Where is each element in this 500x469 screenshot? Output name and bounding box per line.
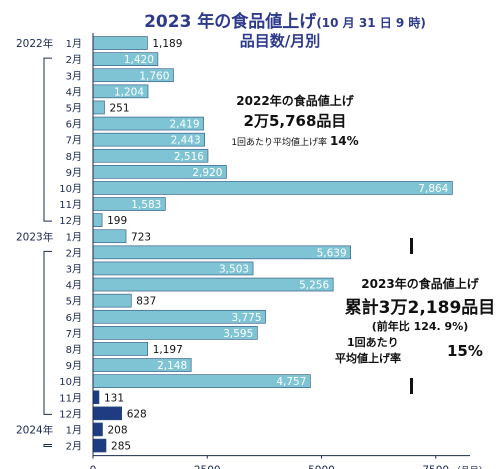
- bar-value-label: 4,757: [276, 376, 306, 388]
- bar-value-label: 199: [107, 215, 127, 227]
- bar: [92, 422, 103, 437]
- bar: [92, 213, 103, 227]
- month-label: 9月: [66, 167, 82, 179]
- month-label: 9月: [66, 360, 82, 372]
- bar-value-label: 131: [104, 392, 124, 404]
- bar-value-label: 1,420: [124, 54, 154, 66]
- annotation-2022-avg-value: 14%: [329, 134, 359, 148]
- bar-value-label: 1,189: [152, 38, 182, 50]
- bar: [92, 342, 148, 356]
- bar-value-label: 1,204: [114, 86, 144, 98]
- month-label: 1月: [66, 231, 82, 243]
- bar-value-label: 723: [131, 231, 151, 243]
- x-tick-label: 2500: [194, 465, 221, 469]
- month-label: 8月: [66, 151, 82, 163]
- month-label: 12月: [59, 215, 82, 227]
- bar-value-label: 2,920: [192, 167, 222, 179]
- month-label: 5月: [66, 296, 82, 308]
- bar-value-label: 3,595: [223, 328, 253, 340]
- x-tick-label: 5000: [308, 465, 335, 469]
- chart-title-main: 2023 年の食品値上げ: [144, 12, 317, 32]
- bar: [92, 36, 148, 50]
- month-label: 5月: [66, 102, 82, 114]
- bar: [92, 100, 105, 115]
- annotation-2023-yoy: (前年比 124. 9%): [371, 320, 469, 333]
- month-label: 10月: [59, 376, 82, 388]
- year-label: 2023年: [16, 230, 53, 243]
- year-bracket: [43, 250, 52, 415]
- bar: [92, 390, 100, 405]
- month-label: 1月: [66, 424, 82, 436]
- chart-title: 2023 年の食品値上げ(10 月 31 日 9 時): [120, 7, 450, 32]
- bar: [92, 229, 127, 244]
- bar-value-label: 3,775: [231, 312, 261, 324]
- month-label: 7月: [66, 135, 82, 147]
- year-label: 2024年: [16, 423, 53, 436]
- month-label: 4月: [66, 280, 82, 292]
- chart-title-sub: (10 月 31 日 9 時): [316, 16, 426, 30]
- bar-value-label: 7,864: [418, 183, 448, 195]
- bar-value-label: 837: [136, 296, 156, 308]
- bar-value-label: 208: [108, 424, 128, 436]
- month-label: 2月: [66, 54, 82, 66]
- month-label: 2月: [66, 247, 82, 259]
- x-axis-unit: （品目）: [452, 466, 488, 469]
- month-label: 7月: [66, 328, 82, 340]
- month-label: 6月: [66, 312, 82, 324]
- annotation-2022-avg: 1回あたり平均値上げ率 14%: [215, 134, 375, 148]
- bar-value-label: 5,639: [317, 247, 347, 259]
- month-label: 4月: [66, 86, 82, 98]
- bar-value-label: 1,583: [131, 199, 161, 211]
- bar-value-label: 285: [111, 441, 131, 453]
- month-label: 3月: [66, 70, 82, 82]
- annotation-2023-avg: 1回あたり 平均値上げ率 15%: [335, 334, 485, 366]
- bar: [92, 181, 453, 195]
- bar: [92, 406, 122, 421]
- annotation-2022-avg-label: 1回あたり平均値上げ率: [231, 138, 328, 148]
- month-label: 1月: [66, 38, 82, 50]
- annotation-2023-avg-label-2: 平均値上げ率: [335, 352, 401, 365]
- month-label: 3月: [66, 263, 82, 275]
- x-tick-label: 7500: [422, 465, 449, 469]
- month-label: 11月: [59, 199, 82, 211]
- year-bracket: [43, 444, 52, 448]
- year-label: 2022年: [16, 37, 53, 50]
- annotation-2022-value: 2万5,768品目: [243, 112, 347, 130]
- bar-value-label: 1,197: [153, 344, 183, 356]
- bar-value-label: 2,443: [171, 135, 201, 147]
- bar: [92, 293, 132, 308]
- bar: [92, 245, 351, 260]
- annotation-2023-value: 累計3万2,189品目: [344, 298, 496, 318]
- bar: [92, 438, 107, 453]
- marker-bottom: [410, 378, 413, 394]
- bar-value-label: 3,503: [219, 263, 249, 275]
- bar-value-label: 2,516: [174, 151, 204, 163]
- annotation-2022-title: 2022年の食品値上げ: [236, 94, 354, 108]
- bar-value-label: 2,419: [169, 119, 199, 131]
- month-label: 6月: [66, 119, 82, 131]
- month-label: 2月: [66, 441, 82, 453]
- marker-top: [410, 238, 413, 254]
- year-bracket: [43, 57, 52, 222]
- x-tick-label: 0: [90, 465, 97, 469]
- bar-value-label: 2,148: [157, 360, 187, 372]
- month-label: 11月: [59, 392, 82, 404]
- annotation-2023-avg-label-1: 1回あたり: [347, 336, 399, 349]
- bar-value-label: 251: [109, 102, 129, 114]
- bar-value-label: 1,760: [139, 70, 169, 82]
- month-label: 12月: [59, 408, 82, 420]
- annotation-2023-avg-value: 15%: [447, 342, 483, 360]
- month-label: 8月: [66, 344, 82, 356]
- bar-value-label: 5,256: [299, 280, 329, 292]
- chart-subtitle: 品目数/月別: [239, 32, 321, 50]
- month-label: 10月: [59, 183, 82, 195]
- annotation-2023-title: 2023年の食品値上げ: [361, 277, 479, 291]
- bar-value-label: 628: [127, 408, 147, 420]
- bar: [92, 277, 334, 292]
